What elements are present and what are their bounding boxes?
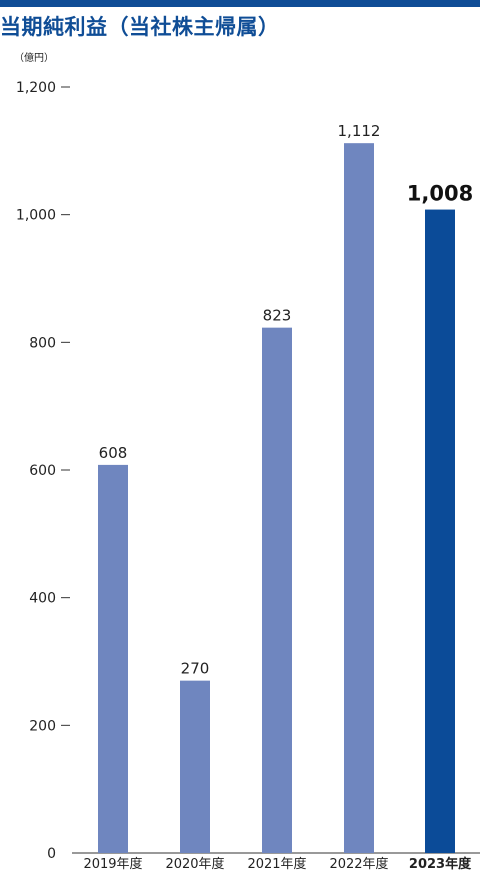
x-category-label: 2022年度: [329, 856, 388, 872]
y-tick-label: 200: [29, 718, 56, 734]
bar: [98, 464, 128, 853]
bar-value-label: 270: [181, 660, 210, 678]
bar-value-label: 1,008: [407, 182, 473, 206]
x-category-label: 2019年度: [83, 856, 142, 872]
y-axis-unit-label: （億円）: [14, 53, 54, 64]
bar-value-label: 608: [99, 444, 128, 462]
y-tick-label: 1,200: [16, 80, 56, 96]
y-tick-label: 800: [29, 335, 56, 351]
x-category-label: 2020年度: [165, 856, 224, 872]
y-tick-label: 600: [29, 463, 56, 479]
y-tick-label: 1,000: [16, 208, 56, 224]
y-tick-label: 0: [47, 846, 56, 862]
bar: [180, 680, 210, 853]
bar-highlighted: [425, 209, 455, 853]
bar: [262, 327, 292, 853]
bar: [344, 143, 374, 853]
bar-value-label: 823: [263, 307, 292, 325]
y-tick-label: 400: [29, 591, 56, 607]
x-category-label: 2021年度: [247, 856, 306, 872]
top-accent-rule: [0, 0, 480, 7]
chart-title: 当期純利益（当社株主帰属）: [0, 15, 280, 39]
x-category-label: 2023年度: [409, 856, 472, 872]
bar-value-label: 1,112: [338, 122, 381, 140]
